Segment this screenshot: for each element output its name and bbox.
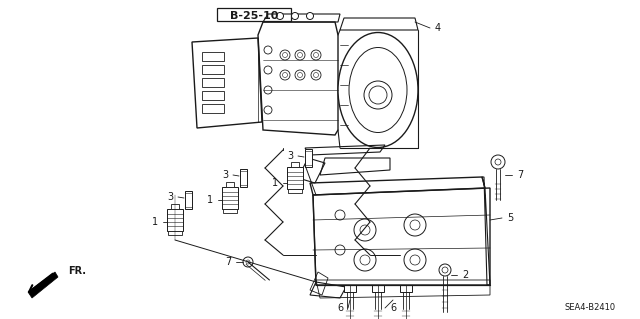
Circle shape (495, 159, 501, 165)
Circle shape (298, 53, 303, 57)
Circle shape (311, 50, 321, 60)
Bar (291, 162, 299, 167)
Circle shape (439, 264, 451, 276)
Circle shape (404, 249, 426, 271)
Text: 7: 7 (517, 170, 523, 180)
Text: 1: 1 (272, 178, 278, 188)
Circle shape (314, 53, 319, 57)
Circle shape (314, 72, 319, 78)
Bar (171, 204, 179, 209)
Circle shape (264, 106, 272, 114)
Bar (372, 285, 384, 292)
Bar (288, 189, 302, 193)
Circle shape (410, 255, 420, 265)
Text: 7: 7 (225, 257, 231, 267)
Bar (217, 8, 291, 21)
Circle shape (360, 225, 370, 235)
Circle shape (243, 257, 253, 267)
Bar (305, 149, 312, 167)
Circle shape (282, 53, 287, 57)
Bar (202, 52, 224, 61)
Text: 3: 3 (167, 192, 173, 202)
Bar (184, 191, 191, 209)
Circle shape (404, 214, 426, 236)
Text: 2: 2 (462, 270, 468, 280)
Bar (400, 285, 412, 292)
Circle shape (354, 219, 376, 241)
Bar (222, 187, 238, 209)
Bar (202, 91, 224, 100)
Bar (202, 104, 224, 113)
Circle shape (369, 86, 387, 104)
Circle shape (264, 66, 272, 74)
Text: 3: 3 (287, 151, 293, 161)
Bar (226, 182, 234, 187)
Circle shape (491, 155, 505, 169)
Ellipse shape (364, 81, 392, 109)
Ellipse shape (338, 33, 418, 147)
Circle shape (354, 249, 376, 271)
Ellipse shape (349, 48, 407, 132)
Text: 1: 1 (152, 217, 158, 227)
Circle shape (335, 210, 345, 220)
Circle shape (442, 267, 448, 273)
Circle shape (264, 46, 272, 54)
Polygon shape (28, 272, 58, 298)
Circle shape (276, 12, 284, 19)
Bar (168, 231, 182, 235)
Circle shape (280, 70, 290, 80)
Bar (223, 209, 237, 213)
Text: 3: 3 (222, 170, 228, 180)
Circle shape (298, 72, 303, 78)
Circle shape (307, 12, 314, 19)
Circle shape (410, 220, 420, 230)
Circle shape (246, 260, 250, 264)
Text: 1: 1 (207, 195, 213, 205)
Text: FR.: FR. (68, 266, 86, 276)
Text: 5: 5 (507, 213, 513, 223)
Bar (239, 169, 246, 187)
Circle shape (335, 245, 345, 255)
Bar (287, 167, 303, 189)
Circle shape (280, 50, 290, 60)
Circle shape (264, 86, 272, 94)
Circle shape (295, 70, 305, 80)
Bar (344, 285, 356, 292)
Circle shape (291, 12, 298, 19)
Text: 6: 6 (337, 303, 343, 313)
Circle shape (360, 255, 370, 265)
Circle shape (311, 70, 321, 80)
Bar (167, 209, 183, 231)
Bar (202, 65, 224, 74)
Text: 4: 4 (435, 23, 441, 33)
Circle shape (282, 72, 287, 78)
Text: 6: 6 (390, 303, 396, 313)
Text: SEA4-B2410: SEA4-B2410 (564, 303, 616, 313)
Circle shape (295, 50, 305, 60)
Bar (202, 78, 224, 87)
Text: B-25-10: B-25-10 (230, 11, 278, 21)
